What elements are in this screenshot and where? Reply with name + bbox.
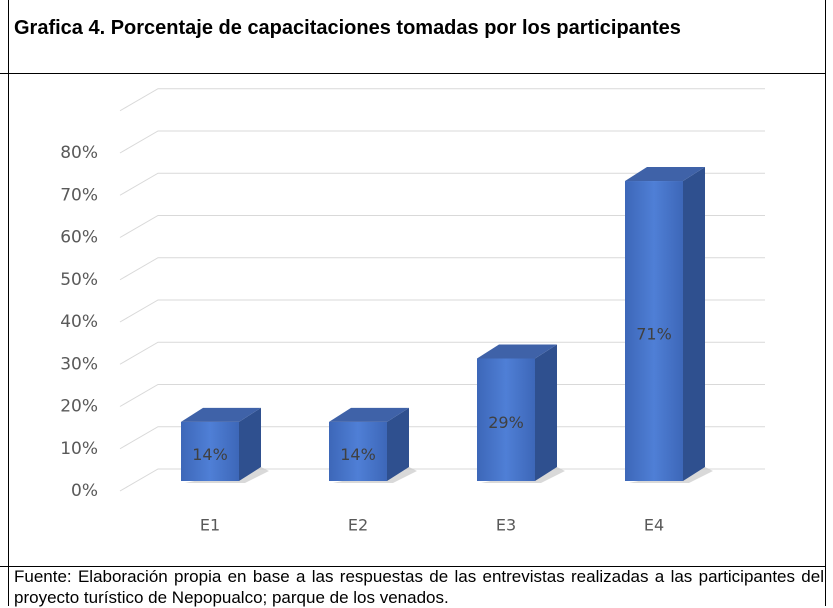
bar-side (535, 344, 557, 481)
frame (8, 0, 826, 606)
grid-line (119, 172, 765, 196)
data-label: 29% (488, 413, 524, 432)
x-tick-label: E2 (348, 516, 368, 535)
y-tick-label: 20% (60, 397, 98, 417)
data-label: 14% (192, 445, 228, 464)
grid-line (119, 468, 765, 492)
data-label: 14% (340, 445, 376, 464)
chart: 0% 10% 20% 30% 40% 50% 60% 70% 80% E1 14% E2 14% E3 29… (0, 73, 826, 567)
bar-top (181, 407, 261, 422)
grid-line (119, 299, 765, 323)
bar (625, 181, 683, 481)
y-tick-label: 10% (60, 439, 98, 459)
grid-line (119, 257, 765, 281)
data-label: 71% (636, 325, 672, 344)
y-tick-label: 60% (60, 228, 98, 248)
grid-line (119, 130, 765, 154)
caption: Fuente: Elaboración propia en base a las… (14, 567, 824, 607)
wall-edge (119, 88, 765, 112)
x-tick-label: E4 (644, 516, 664, 535)
y-tick-label: 50% (60, 270, 98, 290)
bar (329, 421, 387, 481)
y-tick-label: 0% (71, 481, 98, 501)
bar-top (329, 407, 409, 422)
bar (477, 358, 535, 481)
bar-side (387, 407, 409, 481)
y-tick-label: 30% (60, 354, 98, 374)
bar-side (239, 407, 261, 481)
x-tick-label: E3 (496, 516, 516, 535)
bar-side (683, 167, 705, 481)
grid-line (119, 215, 765, 238)
chart-title: Grafica 4. Porcentaje de capacitaciones … (14, 17, 681, 39)
bar-top (625, 167, 705, 182)
grid-line (119, 426, 765, 450)
x-tick-label: E1 (200, 516, 220, 535)
bar-top (477, 344, 557, 359)
grid-line (119, 341, 765, 365)
y-tick-label: 40% (60, 312, 98, 332)
grid-line (119, 384, 765, 407)
y-tick-label: 70% (60, 185, 98, 205)
y-tick-label: 80% (60, 143, 98, 163)
bar (181, 421, 239, 481)
